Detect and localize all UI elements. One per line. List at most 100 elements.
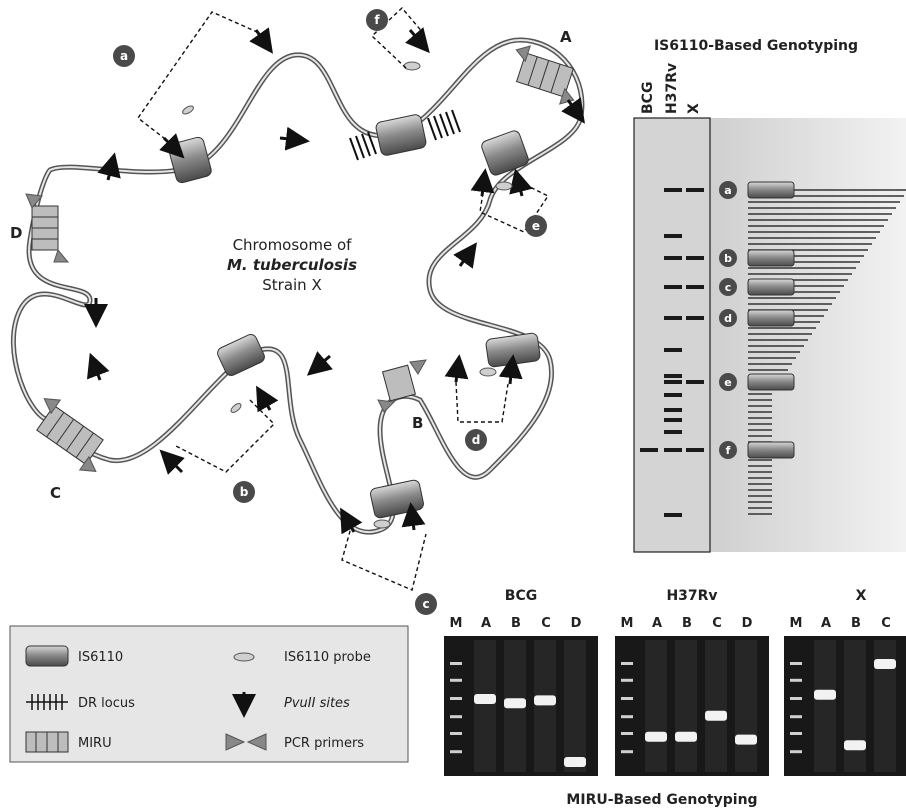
rflp-band (664, 188, 682, 192)
lane-label-bcg: BCG (640, 82, 656, 114)
ladder-is6110-element (747, 441, 795, 459)
ladder-is6110-element (747, 309, 795, 327)
gel-lane (844, 640, 866, 772)
legend-probe-label: IS6110 probe (284, 650, 371, 665)
gel-lane-label: A (821, 616, 831, 631)
rflp-band (686, 316, 704, 320)
gel-band (504, 698, 526, 709)
dr-locus (349, 109, 461, 161)
gel-marker-band (790, 732, 802, 735)
is6110-elements (168, 114, 541, 519)
gel-title: X (856, 588, 867, 604)
fragment-label-d: d (472, 433, 481, 447)
lane-label-x: X (686, 103, 702, 114)
gel-lane (735, 640, 757, 772)
gel-lane-label: C (541, 616, 551, 631)
is6110-element (485, 332, 541, 368)
gel-lane-label: A (481, 616, 491, 631)
rflp-band (686, 285, 704, 289)
ladder-is6110-element (747, 249, 795, 267)
fragment-label-a: a (120, 49, 128, 63)
gel-marker-band (450, 662, 462, 665)
miru-gels (444, 636, 906, 776)
gel-marker-band (621, 697, 633, 700)
gel-band (705, 710, 727, 721)
gel-marker-band (790, 678, 802, 682)
rflp-band (686, 380, 704, 384)
rflp-band (664, 234, 682, 238)
rflp-band (686, 448, 704, 452)
rflp-band (686, 188, 704, 192)
is6110-probes (182, 61, 513, 529)
chromosome-label-line2: M. tuberculosis (227, 256, 357, 274)
legend-dr-label: DR locus (78, 696, 135, 711)
rflp-bands (640, 188, 704, 517)
gel-lane-label: D (571, 616, 582, 631)
gel-title: BCG (505, 588, 537, 604)
legend-primers-icon (225, 733, 267, 751)
ladder-is6110-element (747, 278, 795, 296)
gel-marker-band (450, 715, 462, 719)
is6110-element (375, 114, 427, 156)
fragment-labels: a b c d e f (113, 9, 547, 615)
rflp-lane-labels: BCG H37Rv X (640, 63, 702, 114)
rflp-row-labels: a b c d e f (719, 181, 737, 459)
gel-band (564, 757, 586, 767)
ladder-is6110-element (747, 181, 795, 199)
rflp-band (664, 285, 682, 289)
rflp-band (664, 430, 682, 434)
legend-miru-label: MIRU (78, 736, 112, 751)
gel-lane (675, 640, 697, 772)
rflp-band (664, 256, 682, 260)
gel-band (675, 731, 697, 742)
chromosome (10, 37, 585, 535)
legend-primers-label: PCR primers (284, 736, 364, 751)
rflp-band (664, 448, 682, 452)
gel-lane (705, 640, 727, 772)
rflp-band (664, 408, 682, 412)
gel-marker-band (450, 697, 462, 700)
fragment-label-e: e (532, 219, 540, 233)
gel-band (814, 689, 836, 700)
legend-is6110-label: IS6110 (78, 650, 123, 665)
legend-pvuii-label: PvuII sites (284, 696, 350, 711)
rflp-band (664, 418, 682, 422)
is6110-element (168, 136, 212, 184)
miru-label-d: D (10, 224, 22, 242)
rflp-fragment-ladder (747, 181, 906, 515)
gel-marker-band (450, 732, 462, 735)
lane-label-h37rv: H37Rv (664, 63, 680, 114)
gel-marker-band (450, 750, 462, 754)
gel-lane (564, 640, 586, 772)
miru-label-c: C (50, 484, 61, 502)
rflp-row-d: d (724, 312, 732, 325)
rflp-band (664, 316, 682, 320)
gel-band (874, 659, 896, 669)
gel-lane-label: C (881, 616, 891, 631)
is6110-element (217, 334, 265, 376)
ladder-is6110-element (747, 373, 795, 391)
miru-label-a: A (560, 28, 572, 46)
legend-dr-icon (26, 694, 68, 710)
rflp-row-f: f (726, 444, 731, 457)
gel-lane (474, 640, 496, 772)
gel-marker-band (790, 715, 802, 719)
legend: IS6110 DR locus MIRU IS6110 probe PvuII … (9, 625, 409, 763)
chromosome-label-line3: Strain X (262, 276, 321, 294)
gel-lane (534, 640, 556, 772)
fragment-label-f: f (374, 13, 380, 27)
miru-locus-d (25, 193, 70, 263)
gel-marker-band (790, 750, 802, 754)
rflp-row-b: b (724, 252, 732, 265)
gel-band (735, 734, 757, 745)
gel-band (645, 731, 667, 742)
gel-lane-label: B (511, 616, 521, 631)
gel-lane-label: C (712, 616, 722, 631)
fragment-label-c: c (422, 597, 429, 611)
chromosome-label-line1: Chromosome of (233, 236, 353, 254)
fragment-label-b: b (240, 485, 249, 499)
rflp-row-c: c (725, 281, 732, 294)
is6110-element (370, 479, 424, 519)
rflp-title: IS6110-Based Genotyping (654, 38, 858, 54)
gel-lane-label: B (682, 616, 692, 631)
